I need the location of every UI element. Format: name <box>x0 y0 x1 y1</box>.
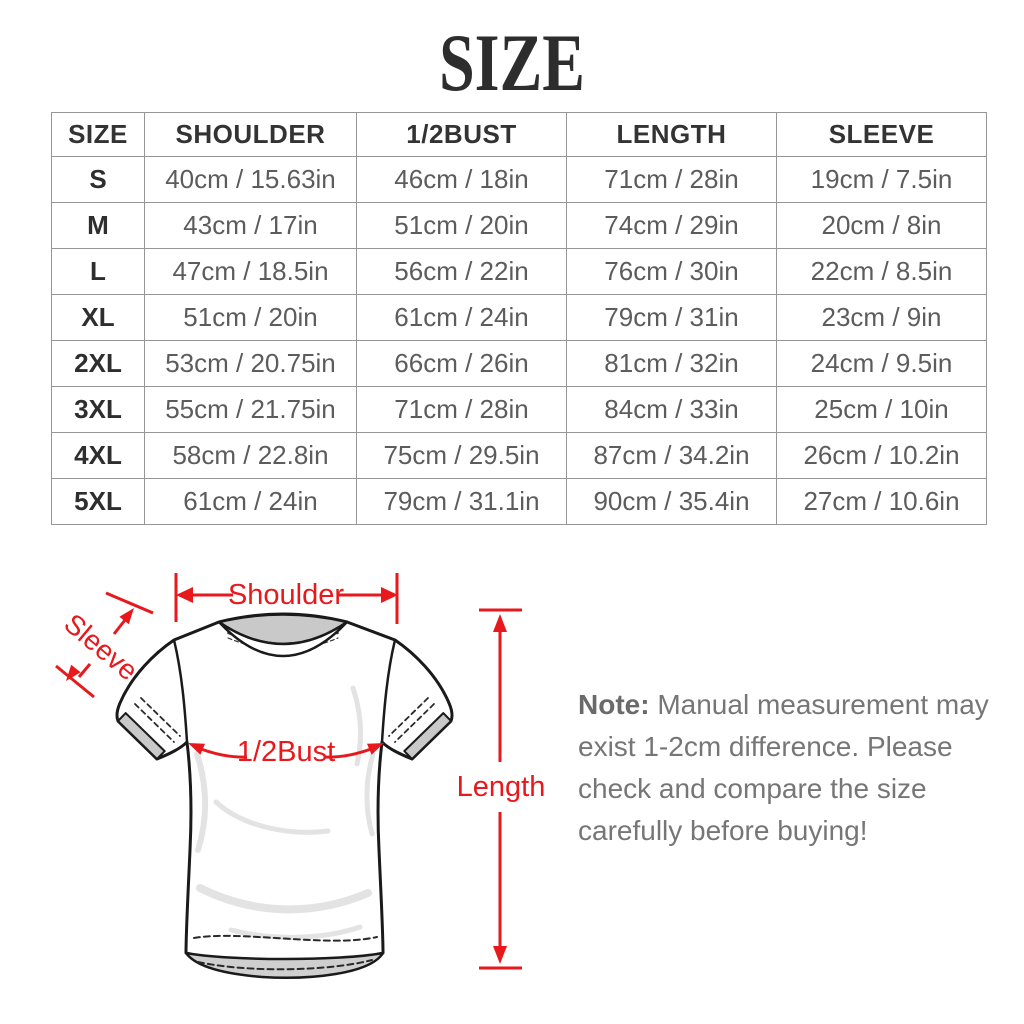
cell-bust: 56cm / 22in <box>356 248 567 295</box>
cell-size: 2XL <box>51 340 145 387</box>
cell-shoulder: 55cm / 21.75in <box>144 386 357 433</box>
length-label: Length <box>457 771 546 803</box>
cell-shoulder: 40cm / 15.63in <box>144 156 357 203</box>
table-row: 4XL 58cm / 22.8in 75cm / 29.5in 87cm / 3… <box>51 432 987 479</box>
cell-sleeve: 27cm / 10.6in <box>776 478 987 525</box>
table-row: 5XL 61cm / 24in 79cm / 31.1in 90cm / 35.… <box>51 478 987 525</box>
table-row: S 40cm / 15.63in 46cm / 18in 71cm / 28in… <box>51 156 987 203</box>
cell-shoulder: 53cm / 20.75in <box>144 340 357 387</box>
cell-size: L <box>51 248 145 295</box>
cuff-stitching <box>134 697 435 743</box>
page-title: SIZE <box>439 17 585 108</box>
cell-bust: 71cm / 28in <box>356 386 567 433</box>
cell-shoulder: 51cm / 20in <box>144 294 357 341</box>
note-text: Manual measurement may <box>657 689 989 720</box>
tshirt-drawing <box>115 612 454 979</box>
header-sleeve: SLEEVE <box>776 112 987 157</box>
note-prefix: Note: <box>578 689 650 720</box>
size-table: SIZE SHOULDER 1/2BUST LENGTH SLEEVE S 40… <box>51 112 987 525</box>
header-bust: 1/2BUST <box>356 112 567 157</box>
cell-shoulder: 47cm / 18.5in <box>144 248 357 295</box>
note-line: carefully before buying! <box>578 815 868 846</box>
cell-size: 3XL <box>51 386 145 433</box>
cell-size: M <box>51 202 145 249</box>
measurement-note: Note: Manual measurement may exist 1-2cm… <box>578 684 998 852</box>
cell-bust: 51cm / 20in <box>356 202 567 249</box>
cell-length: 76cm / 30in <box>566 248 777 295</box>
cell-size: 5XL <box>51 478 145 525</box>
table-row: M 43cm / 17in 51cm / 20in 74cm / 29in 20… <box>51 202 987 249</box>
cell-length: 84cm / 33in <box>566 386 777 433</box>
shoulder-label: Shoulder <box>228 579 344 611</box>
length-annotation: Length <box>457 608 546 970</box>
table-row: L 47cm / 18.5in 56cm / 22in 76cm / 30in … <box>51 248 987 295</box>
cell-sleeve: 24cm / 9.5in <box>776 340 987 387</box>
cell-length: 90cm / 35.4in <box>566 478 777 525</box>
cell-shoulder: 58cm / 22.8in <box>144 432 357 479</box>
cell-sleeve: 23cm / 9in <box>776 294 987 341</box>
header-shoulder: SHOULDER <box>144 112 357 157</box>
cell-length: 74cm / 29in <box>566 202 777 249</box>
cell-bust: 66cm / 26in <box>356 340 567 387</box>
table-row: XL 51cm / 20in 61cm / 24in 79cm / 31in 2… <box>51 294 987 341</box>
cell-size: S <box>51 156 145 203</box>
cell-bust: 75cm / 29.5in <box>356 432 567 479</box>
wrinkle-shading <box>194 685 376 940</box>
cell-shoulder: 61cm / 24in <box>144 478 357 525</box>
cell-bust: 79cm / 31.1in <box>356 478 567 525</box>
cell-bust: 61cm / 24in <box>356 294 567 341</box>
table-row: 3XL 55cm / 21.75in 71cm / 28in 84cm / 33… <box>51 386 987 433</box>
bust-annotation: 1/2Bust <box>188 736 384 768</box>
cell-sleeve: 19cm / 7.5in <box>776 156 987 203</box>
cell-length: 79cm / 31in <box>566 294 777 341</box>
cell-size: 4XL <box>51 432 145 479</box>
cell-shoulder: 43cm / 17in <box>144 202 357 249</box>
cell-size: XL <box>51 294 145 341</box>
note-line: check and compare the size <box>578 773 927 804</box>
bust-label: 1/2Bust <box>237 736 335 768</box>
shoulder-annotation: Shoulder <box>174 573 399 624</box>
header-length: LENGTH <box>566 112 777 157</box>
cell-sleeve: 22cm / 8.5in <box>776 248 987 295</box>
table-row: 2XL 53cm / 20.75in 66cm / 26in 81cm / 32… <box>51 340 987 387</box>
cell-length: 87cm / 34.2in <box>566 432 777 479</box>
table-header-row: SIZE SHOULDER 1/2BUST LENGTH SLEEVE <box>51 112 987 157</box>
cell-sleeve: 25cm / 10in <box>776 386 987 433</box>
cell-bust: 46cm / 18in <box>356 156 567 203</box>
note-line: exist 1-2cm difference. Please <box>578 731 953 762</box>
tshirt-measurement-diagram: Shoulder Sleeve 1/2Bust Length <box>55 573 546 979</box>
note-line: Note: Manual measurement may <box>578 684 998 726</box>
cell-length: 81cm / 32in <box>566 340 777 387</box>
cell-length: 71cm / 28in <box>566 156 777 203</box>
header-size: SIZE <box>51 112 145 157</box>
cell-sleeve: 20cm / 8in <box>776 202 987 249</box>
cell-sleeve: 26cm / 10.2in <box>776 432 987 479</box>
